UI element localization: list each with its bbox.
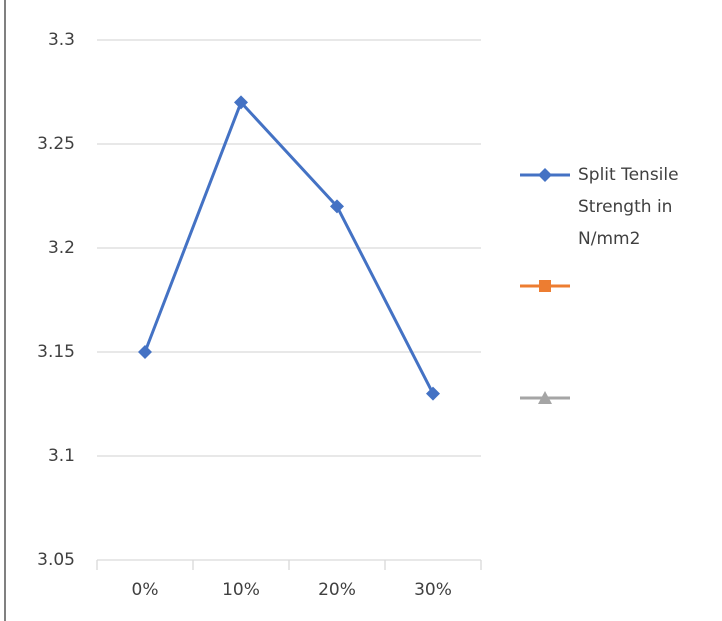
marker <box>538 168 552 182</box>
y-tick-label: 3.2 <box>48 238 75 258</box>
marker <box>539 280 551 292</box>
marker <box>330 199 344 214</box>
y-tick-label: 3.05 <box>37 550 75 570</box>
legend-label-line: Split Tensile <box>578 165 684 185</box>
x-tick-label: 0% <box>132 580 159 600</box>
y-tick-label: 3.1 <box>48 446 75 466</box>
y-tick-label: 3.15 <box>37 342 75 362</box>
legend-label-line: N/mm2 <box>578 229 640 249</box>
marker <box>138 345 152 359</box>
x-tick-label: 10% <box>222 580 260 600</box>
y-tick-label: 3.25 <box>37 134 75 154</box>
y-tick-label: 3.3 <box>48 30 75 50</box>
x-tick-label: 30% <box>414 580 452 600</box>
series-line <box>143 100 435 395</box>
marker <box>234 95 248 110</box>
marker <box>538 391 552 404</box>
legend-label-line: Strength in <box>578 197 678 217</box>
x-tick-label: 20% <box>318 580 356 600</box>
marker <box>426 386 440 401</box>
legend-label: Split Tensile Strength in N/mm2 <box>578 165 684 249</box>
